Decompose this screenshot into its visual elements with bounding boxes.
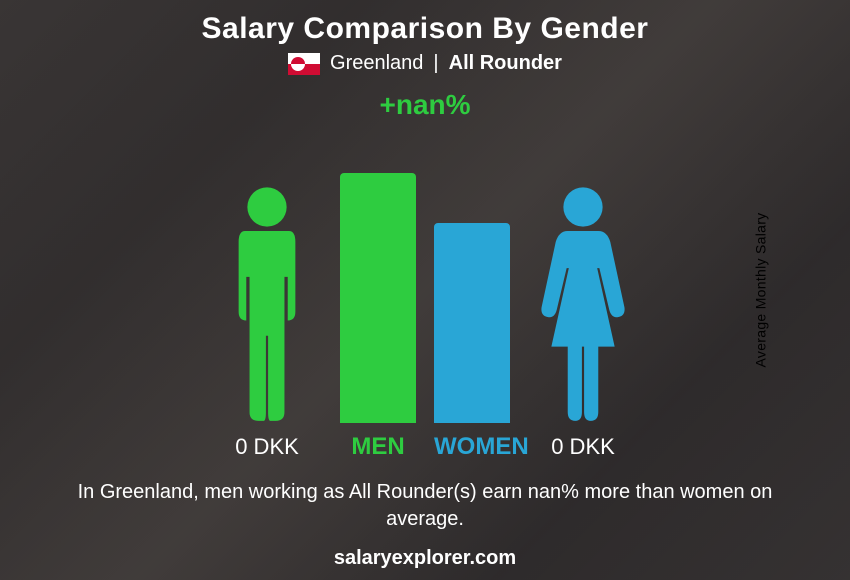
page-title: Salary Comparison By Gender	[202, 12, 649, 46]
pct-diff-label: +nan%	[379, 89, 470, 121]
women-value-label: 0 DKK	[528, 434, 638, 460]
role-label: All Rounder	[449, 52, 562, 75]
male-icon-col	[212, 123, 322, 423]
site-label: salaryexplorer.com	[334, 547, 516, 570]
chart-area	[212, 123, 638, 423]
women-bar-col	[434, 223, 510, 423]
infographic-container: Salary Comparison By Gender Greenland | …	[0, 0, 850, 580]
description-text: In Greenland, men working as All Rounder…	[65, 479, 785, 533]
subtitle-row: Greenland | All Rounder	[288, 52, 562, 75]
country-label: Greenland	[330, 52, 423, 75]
male-person-icon	[212, 183, 322, 423]
female-icon-col	[528, 123, 638, 423]
men-bar-col	[340, 173, 416, 423]
subtitle-separator: |	[433, 52, 438, 75]
greenland-flag-icon	[288, 53, 320, 75]
female-person-icon	[528, 183, 638, 423]
men-value-label: 0 DKK	[212, 434, 322, 460]
women-bar	[434, 223, 510, 423]
women-category-label: WOMEN	[434, 433, 529, 460]
yaxis-label: Average Monthly Salary	[753, 213, 769, 368]
men-bar	[340, 173, 416, 423]
labels-row: 0 DKK MEN WOMEN 0 DKK	[212, 433, 638, 461]
men-category-label: MEN	[351, 433, 404, 460]
